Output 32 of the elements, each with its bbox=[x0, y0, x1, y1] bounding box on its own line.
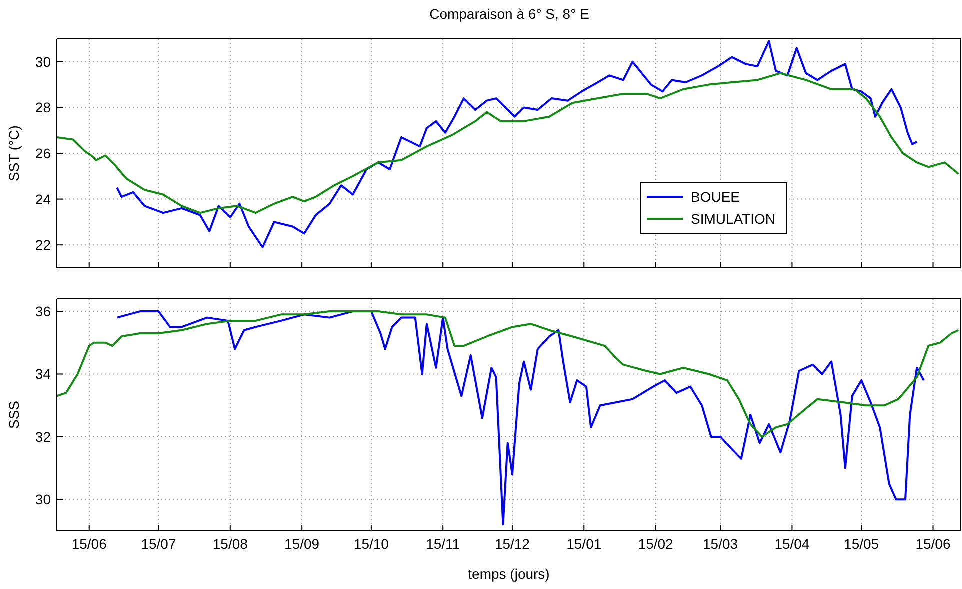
x-tick-label: 15/08 bbox=[212, 536, 248, 552]
line-series bbox=[116, 310, 926, 526]
x-tick-label: 15/02 bbox=[638, 536, 674, 552]
y-tick-label: 32 bbox=[35, 428, 52, 445]
y-tick-label: 36 bbox=[35, 304, 52, 320]
line-series bbox=[57, 310, 960, 438]
y-tick-label: 30 bbox=[35, 492, 52, 508]
x-tick-label: 15/06 bbox=[916, 536, 951, 552]
y-axis-title: SSS bbox=[6, 400, 22, 430]
x-tick-label: 15/12 bbox=[494, 536, 530, 552]
legend-label: BOUEE bbox=[691, 188, 740, 207]
y-tick-label: 22 bbox=[35, 237, 52, 254]
y-tick-label: 24 bbox=[35, 191, 52, 208]
legend-label: SIMULATION bbox=[691, 210, 776, 229]
y-tick-label: 28 bbox=[35, 100, 52, 116]
y-tick-label: 30 bbox=[35, 54, 52, 70]
chart-title: Comparaison à 6° S, 8° E bbox=[428, 6, 590, 22]
x-tick-label: 15/03 bbox=[703, 536, 738, 552]
x-tick-label: 15/04 bbox=[774, 536, 810, 552]
x-tick-label: 15/10 bbox=[354, 536, 390, 552]
x-tick-label: 15/01 bbox=[566, 536, 602, 552]
line-series bbox=[116, 40, 918, 248]
y-tick-label: 34 bbox=[35, 366, 52, 382]
line-series bbox=[57, 72, 960, 214]
x-tick-label: 15/05 bbox=[844, 536, 880, 552]
x-tick-label: 15/09 bbox=[284, 536, 320, 552]
x-axis-title: temps (jours) bbox=[468, 566, 550, 582]
y-axis-title: SST (°C) bbox=[6, 126, 22, 182]
x-tick-label: 15/07 bbox=[141, 536, 176, 552]
x-tick-label: 15/06 bbox=[72, 536, 108, 552]
y-tick-label: 26 bbox=[35, 145, 52, 162]
x-tick-label: 15/11 bbox=[426, 536, 460, 552]
